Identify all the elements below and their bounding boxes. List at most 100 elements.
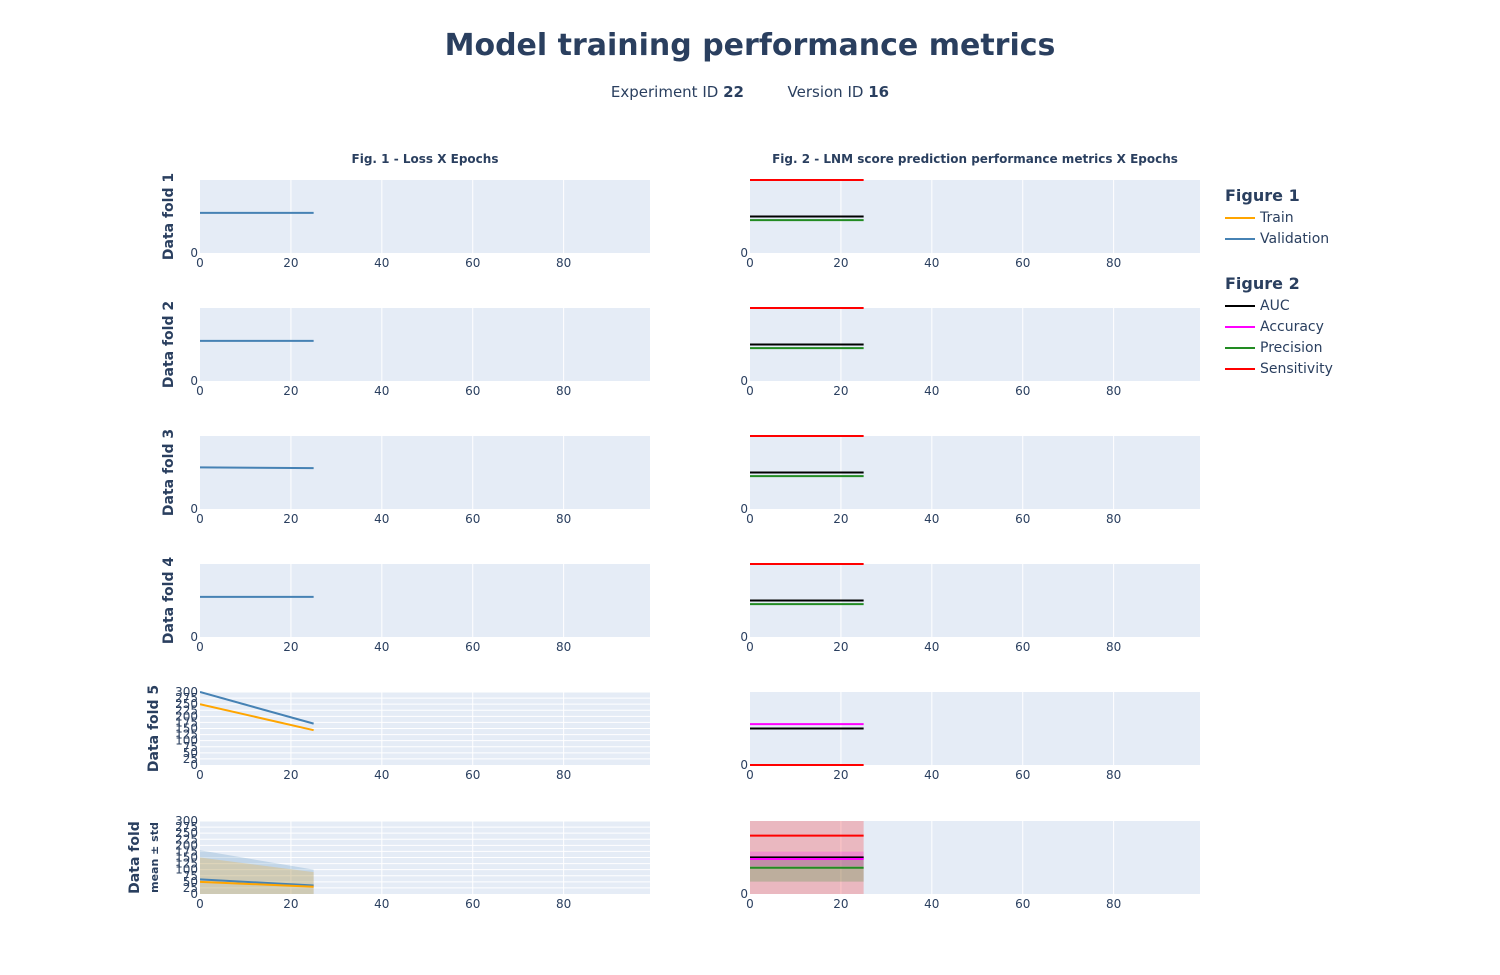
loss-panel-5-y-tick-label: 175 — [175, 715, 198, 729]
metric-panel-4-x-tick-label: 0 — [746, 640, 754, 654]
legend-label: Accuracy — [1260, 318, 1324, 335]
legend-swatch — [1225, 237, 1255, 240]
loss-panel-6-y-tick-label: 0 — [190, 887, 198, 901]
metric-panel-1-y-tick-label: 0 — [740, 246, 748, 260]
metric-panel-6-y-tick-label: 0 — [740, 887, 748, 901]
legend-swatch — [1225, 325, 1255, 328]
loss-panel-5-y-tick-label: 100 — [175, 734, 198, 748]
loss-panel-6-y-tick-label: 225 — [175, 832, 198, 846]
loss-panel-4-x-tick-label: 40 — [374, 640, 389, 654]
metric-panel-3-x-tick-label: 0 — [746, 512, 754, 526]
metric-panel-4-y-tick-label: 0 — [740, 630, 748, 644]
loss-panel-5-y-tick-label: 0 — [190, 758, 198, 772]
loss-panel-4-x-tick-label: 20 — [283, 640, 298, 654]
loss-panel-5-x-tick-label: 20 — [283, 768, 298, 782]
loss-panel-3-y-tick-label: 0 — [190, 502, 198, 516]
loss-panel-3-x-tick-label: 80 — [556, 512, 571, 526]
legend-label: Sensitivity — [1260, 360, 1333, 377]
row-label-4: Data fold 4 — [161, 557, 177, 644]
legend-label: Train — [1260, 209, 1294, 226]
loss-panel-2-x-tick-label: 0 — [196, 384, 204, 398]
loss-panel-6-x-tick-label: 20 — [283, 897, 298, 911]
loss-panel-3-plot-background — [200, 436, 650, 509]
loss-panel-5-y-tick-label: 200 — [175, 709, 198, 723]
loss-panel-2-x-tick-label: 20 — [283, 384, 298, 398]
loss-panel-3-line-validation — [200, 466, 314, 470]
metric-panel-1-x-tick-label: 80 — [1106, 256, 1121, 270]
figure2-legend-item-accuracy[interactable]: Accuracy — [1225, 316, 1333, 337]
metric-panel-1-x-tick-label: 0 — [746, 256, 754, 270]
loss-panel-6-x-tick-label: 0 — [196, 897, 204, 911]
figure1-legend-item-validation[interactable]: Validation — [1225, 228, 1333, 249]
loss-panel-1-plot-background — [200, 180, 650, 253]
experiment-label: Experiment ID — [610, 83, 719, 101]
loss-panel-5-line-validation — [200, 691, 314, 725]
loss-panel-2-x-tick-label: 60 — [465, 384, 480, 398]
figure1-legend-item-train[interactable]: Train — [1225, 207, 1333, 228]
metric-panel-1-x-tick-label: 40 — [924, 256, 939, 270]
metric-panel-6-x-tick-label: 60 — [1015, 897, 1030, 911]
metric-panel-3-x-tick-label: 20 — [833, 512, 848, 526]
metric-panel-3-x-tick-label: 60 — [1015, 512, 1030, 526]
loss-panel-5-x-tick-label: 0 — [196, 768, 204, 782]
row-label-3: Data fold 3 — [161, 429, 177, 516]
metric-panel-3-x-tick-label: 40 — [924, 512, 939, 526]
figure2-legend-item-auc[interactable]: AUC — [1225, 295, 1333, 316]
metric-panel-5-x-tick-label: 80 — [1106, 768, 1121, 782]
loss-panel-6-y-tick-label: 25 — [183, 881, 198, 895]
loss-panel-6-line-validation — [200, 878, 314, 887]
loss-panel-3-x-tick-label: 20 — [283, 512, 298, 526]
loss-panel-6-y-tick-label: 50 — [183, 875, 198, 889]
loss-panel-1-x-tick-label: 20 — [283, 256, 298, 270]
loss-panel-6-y-tick-label: 125 — [175, 857, 198, 871]
loss-panel-1-x-tick-label: 80 — [556, 256, 571, 270]
loss-panel-5-x-tick-label: 80 — [556, 768, 571, 782]
loss-panel-2-y-tick-label: 0 — [190, 374, 198, 388]
metric-panel-2-x-tick-label: 80 — [1106, 384, 1121, 398]
metric-panel-5-x-tick-label: 20 — [833, 768, 848, 782]
metric-panel-3-x-tick-label: 80 — [1106, 512, 1121, 526]
loss-panel-6-y-tick-label: 250 — [175, 826, 198, 840]
loss-panel-6-y-tick-label: 75 — [183, 869, 198, 883]
legend-figure1-items: Train Validation — [1225, 207, 1333, 249]
metric-panel-1-x-tick-label: 60 — [1015, 256, 1030, 270]
loss-panel-5-x-tick-label: 60 — [465, 768, 480, 782]
legend: Figure 1 Train Validation Figure 2 AUC Acc… — [1225, 186, 1333, 379]
metric-panel-4-x-tick-label: 60 — [1015, 640, 1030, 654]
metric-panel-4-x-tick-label: 40 — [924, 640, 939, 654]
loss-panel-1-x-tick-label: 60 — [465, 256, 480, 270]
metric-panel-1-x-tick-label: 20 — [833, 256, 848, 270]
loss-panel-5-line-train — [200, 703, 314, 732]
legend-figure2-items: AUC Accuracy Precision Sensitivity — [1225, 295, 1333, 379]
metric-panel-6-x-tick-label: 20 — [833, 897, 848, 911]
row-sublabel-mean-std: mean ± std — [148, 822, 161, 893]
loss-panel-5-x-tick-label: 40 — [374, 768, 389, 782]
row-label-6: Data fold — [127, 821, 143, 894]
metric-panel-2-y-tick-label: 0 — [740, 374, 748, 388]
row-label-5: Data fold 5 — [146, 685, 162, 772]
figure2-legend-item-precision[interactable]: Precision — [1225, 337, 1333, 358]
loss-panel-5-y-tick-label: 50 — [183, 746, 198, 760]
legend-label: Precision — [1260, 339, 1323, 356]
row-label-1: Data fold 1 — [161, 173, 177, 260]
loss-panel-1-y-tick-label: 0 — [190, 246, 198, 260]
fig2-column-title: Fig. 2 - LNM score prediction performanc… — [772, 152, 1178, 166]
metric-panel-4-x-tick-label: 20 — [833, 640, 848, 654]
loss-panel-2-x-tick-label: 40 — [374, 384, 389, 398]
loss-panel-3-x-tick-label: 60 — [465, 512, 480, 526]
loss-panel-4-plot-background — [200, 564, 650, 637]
metric-panel-2-x-tick-label: 60 — [1015, 384, 1030, 398]
loss-panel-5-y-tick-label: 25 — [183, 752, 198, 766]
metric-panel-5-x-tick-label: 0 — [746, 768, 754, 782]
loss-panel-2-x-tick-label: 80 — [556, 384, 571, 398]
figure2-legend-item-sensitivity[interactable]: Sensitivity — [1225, 358, 1333, 379]
metric-panel-6-x-tick-label: 80 — [1106, 897, 1121, 911]
metric-panel-5-y-tick-label: 0 — [740, 758, 748, 772]
loss-panel-6-y-tick-label: 100 — [175, 863, 198, 877]
loss-panel-6-y-tick-label: 300 — [175, 814, 198, 828]
loss-panel-6-y-tick-label: 275 — [175, 820, 198, 834]
metric-panel-3-y-tick-label: 0 — [740, 502, 748, 516]
loss-panel-5-y-tick-label: 250 — [175, 697, 198, 711]
loss-panel-5-y-tick-label: 150 — [175, 722, 198, 736]
loss-panel-2-plot-background — [200, 308, 650, 381]
